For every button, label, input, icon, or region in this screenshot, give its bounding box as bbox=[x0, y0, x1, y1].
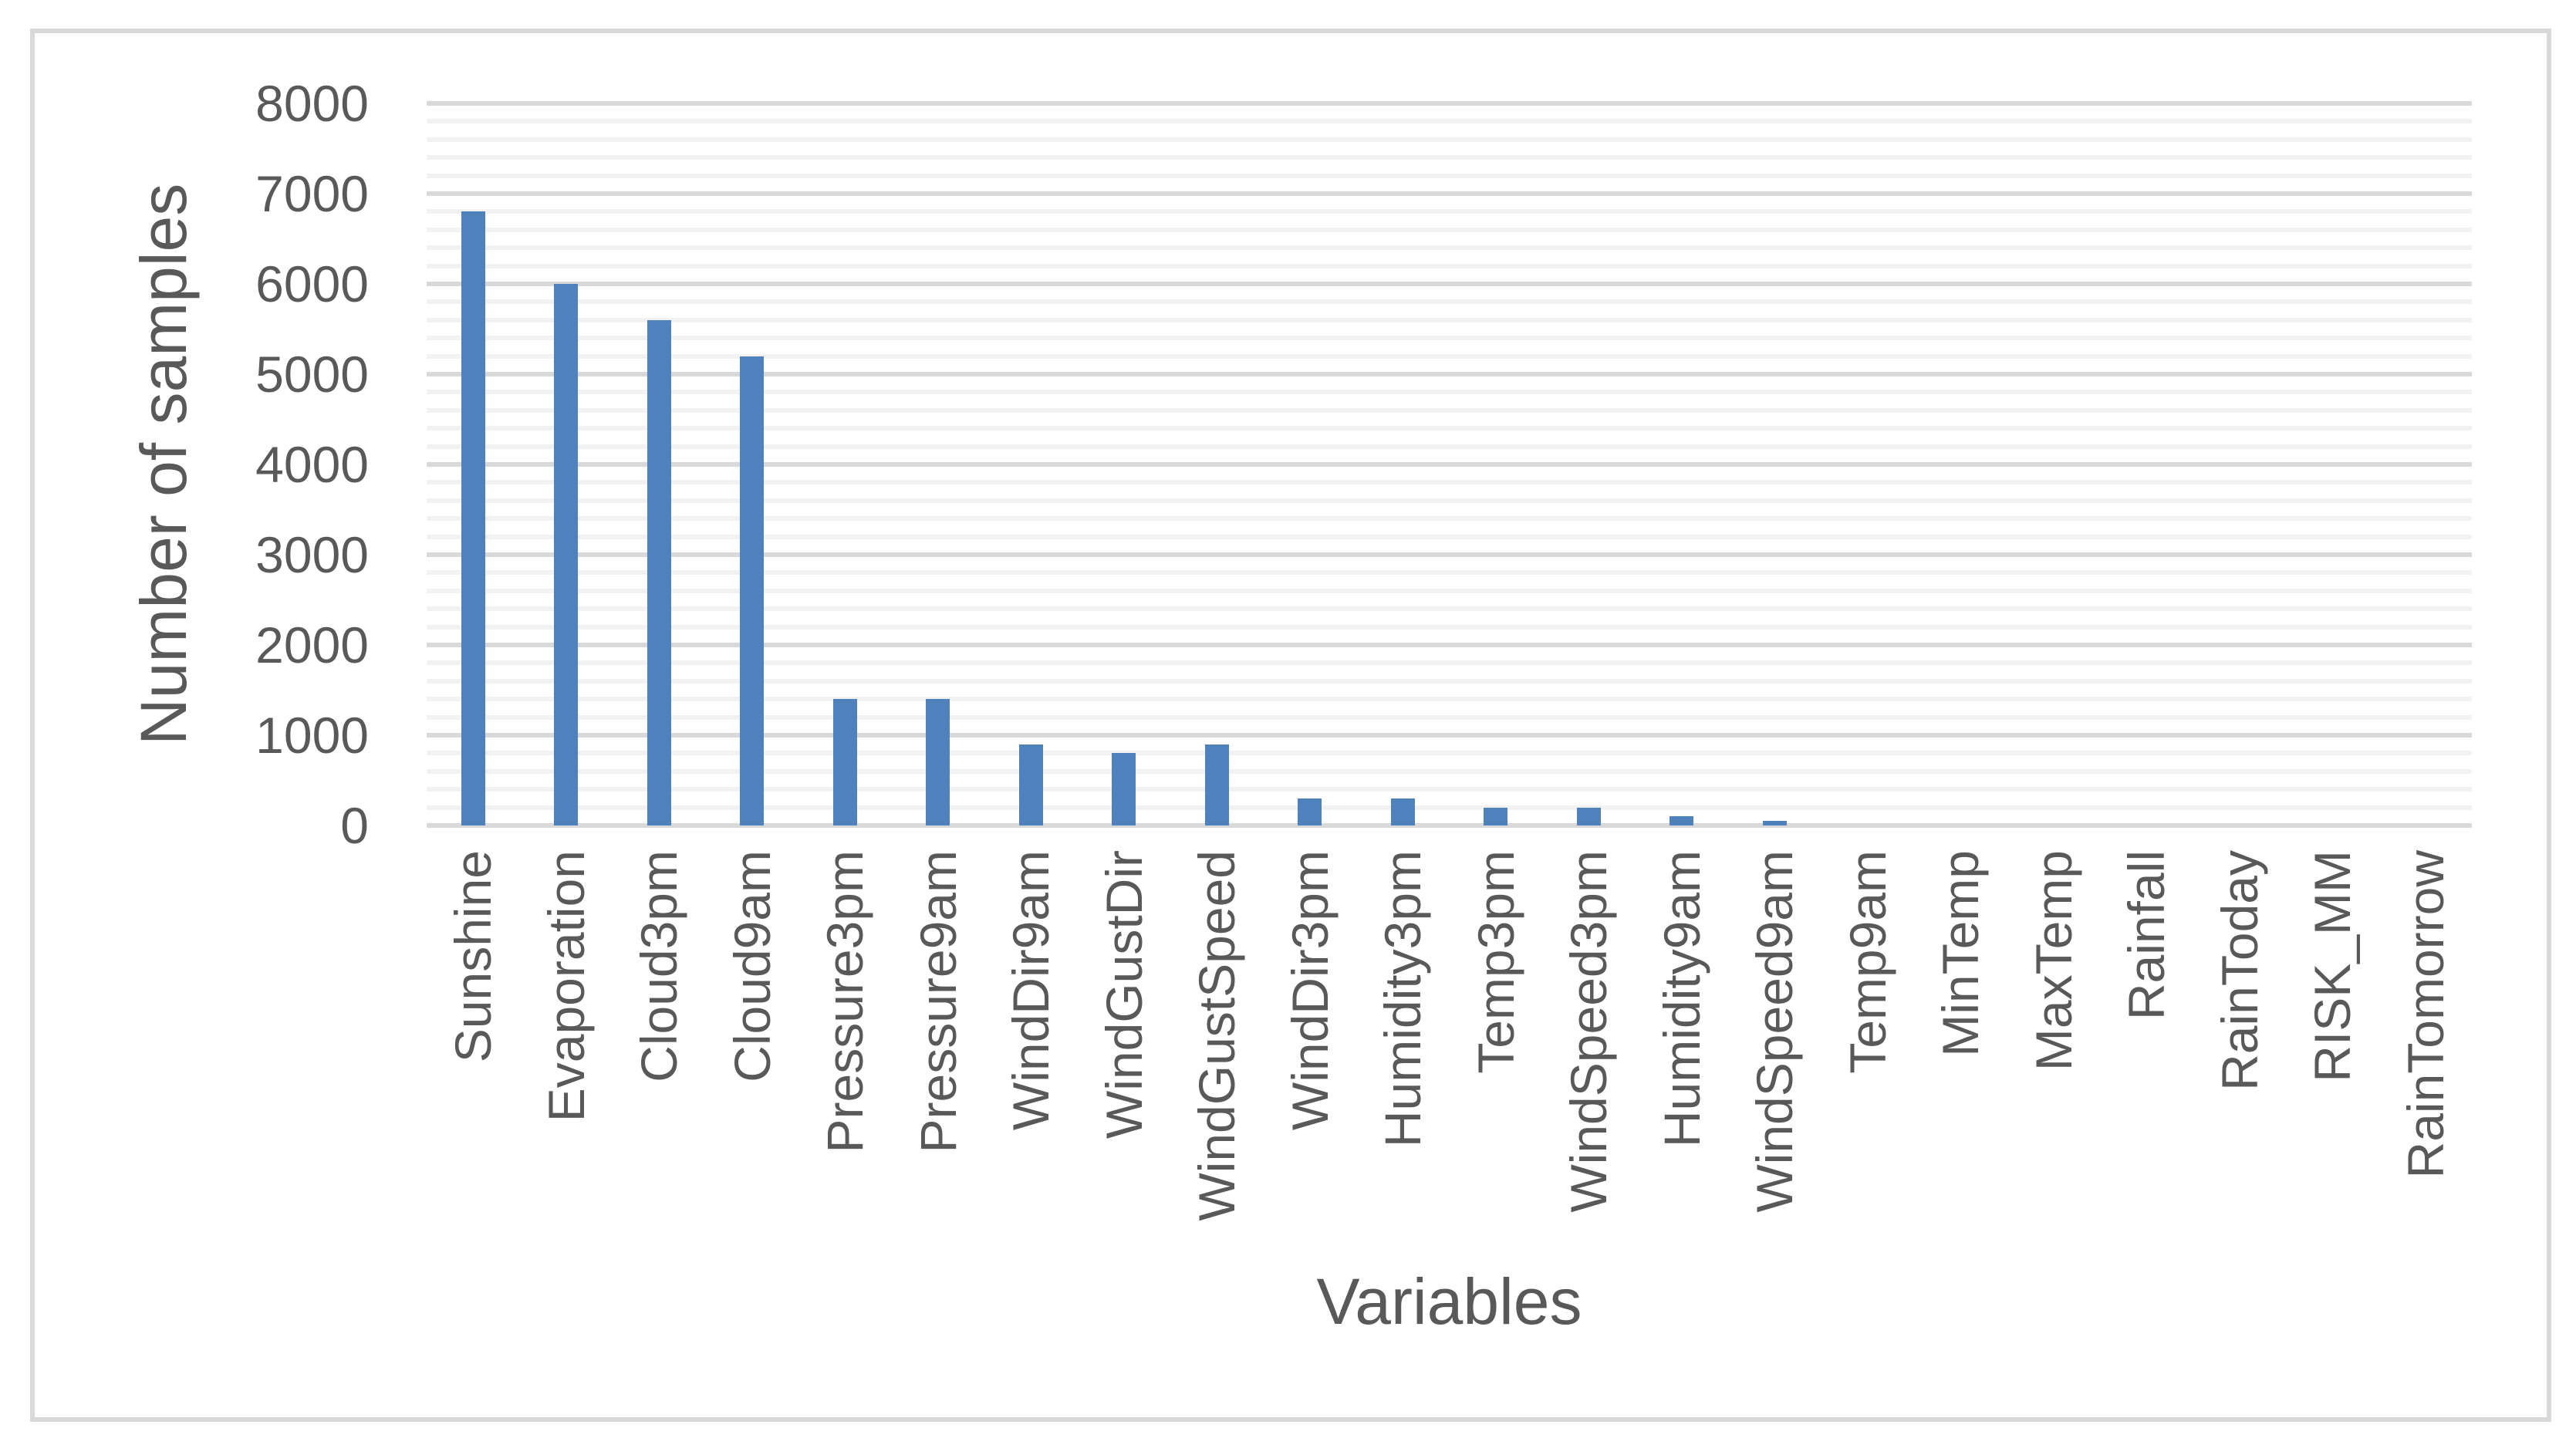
gridline-major bbox=[427, 372, 2472, 376]
gridline-minor bbox=[427, 263, 2472, 268]
gridline-minor bbox=[427, 787, 2472, 792]
x-category-label: Rainfall bbox=[2118, 850, 2176, 1021]
gridline-minor bbox=[427, 407, 2472, 413]
gridline-minor bbox=[427, 299, 2472, 305]
gridline-minor bbox=[427, 137, 2472, 142]
gridline-minor bbox=[427, 570, 2472, 576]
x-category-label: Temp3pm bbox=[1467, 850, 1524, 1074]
gridline-minor bbox=[427, 805, 2472, 810]
x-category-label: Humidity9am bbox=[1653, 850, 1710, 1148]
x-category-label: Pressure9am bbox=[909, 850, 967, 1153]
x-category-label: RISK_MM bbox=[2304, 850, 2362, 1082]
bar-WindSpeed3pm bbox=[1576, 807, 1601, 825]
gridline-minor bbox=[427, 660, 2472, 666]
y-tick-label: 7000 bbox=[255, 165, 369, 222]
gridline-major bbox=[427, 733, 2472, 738]
plot-area bbox=[427, 101, 2472, 828]
bar-Cloud9am bbox=[740, 356, 765, 825]
gridline-major bbox=[427, 643, 2472, 647]
bar-WindSpeed9am bbox=[1762, 821, 1787, 825]
gridline-major bbox=[427, 552, 2472, 557]
bar-Sunshine bbox=[461, 211, 485, 825]
bar-Evaporation bbox=[554, 284, 579, 825]
bar-Temp3pm bbox=[1484, 807, 1508, 825]
bar-WindGustDir bbox=[1112, 753, 1136, 825]
gridline-minor bbox=[427, 516, 2472, 522]
gridline-minor bbox=[427, 209, 2472, 214]
gridline-minor bbox=[427, 173, 2472, 178]
gridline-minor bbox=[427, 353, 2472, 359]
gridline-minor bbox=[427, 155, 2472, 160]
x-category-label: RainTomorrow bbox=[2396, 850, 2454, 1179]
bar-WindDir9am bbox=[1018, 744, 1043, 825]
gridline-major bbox=[427, 191, 2472, 196]
gridline-minor bbox=[427, 245, 2472, 251]
gridline-minor bbox=[427, 317, 2472, 322]
bar-WindGustSpeed bbox=[1204, 744, 1229, 825]
x-category-label: MinTemp bbox=[1932, 850, 1990, 1057]
gridline-major bbox=[427, 282, 2472, 286]
gridline-minor bbox=[427, 390, 2472, 395]
gridline-minor bbox=[427, 678, 2472, 684]
gridline-minor bbox=[427, 426, 2472, 431]
bar-Humidity9am bbox=[1670, 816, 1694, 825]
gridline-minor bbox=[427, 480, 2472, 485]
gridline-major bbox=[427, 462, 2472, 467]
gridline-minor bbox=[427, 336, 2472, 341]
gridline-minor bbox=[427, 624, 2472, 630]
x-category-label: WindGustSpeed bbox=[1188, 850, 1246, 1221]
gridline-major bbox=[427, 823, 2472, 828]
x-category-label: Temp9am bbox=[1838, 850, 1896, 1074]
gridline-minor bbox=[427, 588, 2472, 593]
y-tick-label: 6000 bbox=[255, 255, 369, 312]
bar-Humidity3pm bbox=[1390, 798, 1415, 825]
gridline-minor bbox=[427, 534, 2472, 539]
x-category-label: WindDir9am bbox=[1002, 850, 1060, 1131]
x-category-label: Sunshine bbox=[444, 850, 502, 1063]
x-category-label: Pressure3pm bbox=[816, 850, 874, 1153]
gridline-minor bbox=[427, 714, 2472, 720]
x-category-label: Cloud9am bbox=[723, 850, 781, 1082]
y-tick-label: 3000 bbox=[255, 526, 369, 583]
y-tick-label: 4000 bbox=[255, 436, 369, 493]
gridline-minor bbox=[427, 444, 2472, 449]
x-category-label: MaxTemp bbox=[2024, 850, 2082, 1072]
chart-border bbox=[30, 29, 2551, 1422]
gridline-minor bbox=[427, 119, 2472, 124]
y-tick-label: 0 bbox=[340, 797, 369, 854]
gridline-major bbox=[427, 101, 2472, 106]
bar-WindDir3pm bbox=[1298, 798, 1322, 825]
y-tick-label: 8000 bbox=[255, 75, 369, 132]
bar-Pressure3pm bbox=[832, 699, 857, 825]
x-category-label: WindSpeed9am bbox=[1746, 850, 1804, 1213]
gridline-minor bbox=[427, 498, 2472, 503]
gridline-minor bbox=[427, 768, 2472, 774]
x-category-label: Humidity3pm bbox=[1374, 850, 1432, 1148]
x-category-label: WindDir3pm bbox=[1281, 850, 1339, 1131]
x-category-label: Cloud3pm bbox=[630, 850, 688, 1082]
x-axis-title: Variables bbox=[1316, 1265, 1582, 1338]
bar-Cloud3pm bbox=[647, 319, 671, 825]
gridline-minor bbox=[427, 751, 2472, 756]
x-category-label: WindGustDir bbox=[1095, 850, 1153, 1139]
gridline-minor bbox=[427, 227, 2472, 232]
y-tick-label: 1000 bbox=[255, 707, 369, 764]
x-category-label: Evaporation bbox=[537, 850, 595, 1122]
x-category-label: RainToday bbox=[2210, 850, 2268, 1091]
bar-Pressure9am bbox=[926, 699, 950, 825]
gridline-minor bbox=[427, 697, 2472, 702]
x-category-label: WindSpeed3pm bbox=[1560, 850, 1618, 1213]
y-tick-label: 5000 bbox=[255, 346, 369, 403]
gridline-minor bbox=[427, 606, 2472, 612]
y-tick-label: 2000 bbox=[255, 616, 369, 673]
